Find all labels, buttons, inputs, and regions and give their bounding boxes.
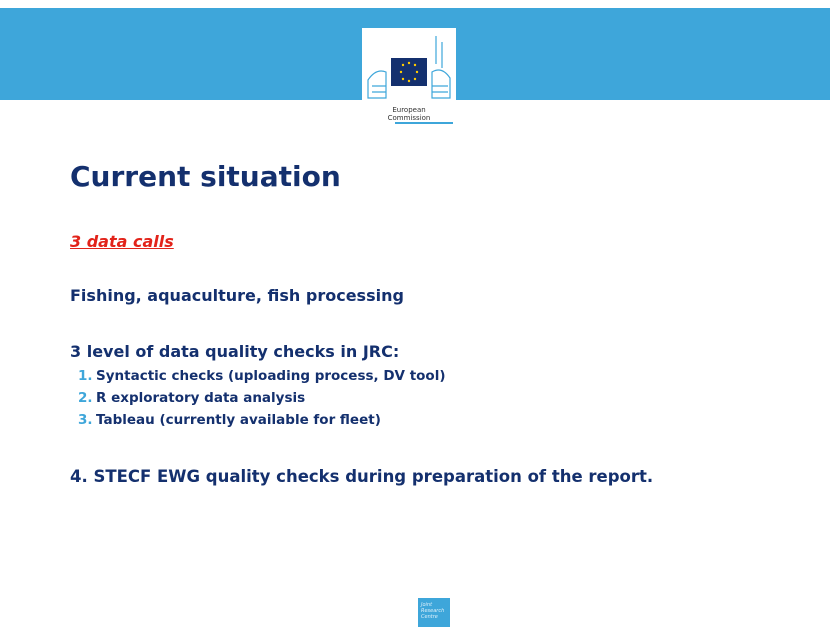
highlight: 3 data calls [70,232,174,251]
item-text: R exploratory data analysis [96,390,306,406]
jrc-text: Research [421,608,445,614]
jrc-text: Centre [421,614,438,620]
item-number: 3. [78,412,93,428]
check-item: 2. R exploratory data analysis [78,390,305,406]
logo-text: Commission [387,114,431,122]
logo-graphic [367,36,451,99]
checks-heading: 3 level of data quality checks in JRC: [70,342,400,361]
logo-rule [395,122,453,124]
domains: Fishing, aquaculture, fish processing [70,286,404,305]
ec-logo: European Commission [362,28,456,124]
item-number: 1. [78,368,93,384]
logo-text: European [392,106,426,114]
item-text: Tableau (currently available for fleet) [96,412,381,428]
slide-title: Current situation [70,160,341,193]
item-text: Syntactic checks (uploading process, DV … [96,368,446,384]
item-number: 2. [78,390,93,406]
jrc-logo: Joint Research Centre [418,598,450,627]
check-item: 3. Tableau (currently available for fleet… [78,412,381,428]
check-item: 1. Syntactic checks (uploading process, D… [78,368,446,384]
final-point: 4. STECF EWG quality checks during prepa… [70,467,654,486]
jrc-text: Joint [421,602,433,608]
